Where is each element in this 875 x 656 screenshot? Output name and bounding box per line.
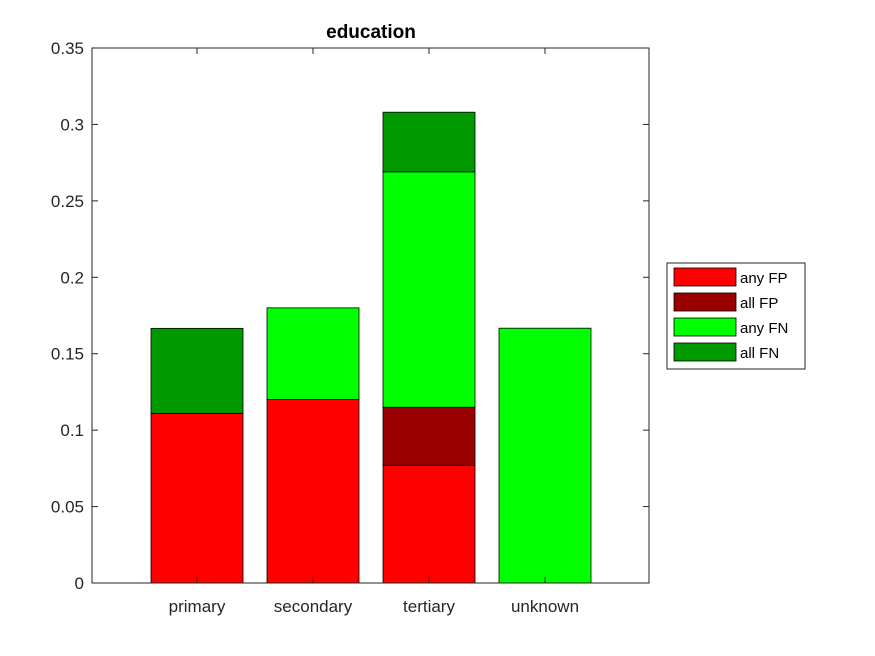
legend: any FP all FP any FN all FN (666, 262, 806, 370)
axes-group: 0 0.05 0.1 0.15 0.2 0.25 0.3 0.35 primary seconda… (51, 39, 650, 616)
bar-tertiary-all-fp (382, 406, 476, 466)
y-tick-label: 0.25 (51, 192, 84, 211)
bar-primary-all-fn (150, 327, 244, 414)
y-tick-label: 0.15 (51, 345, 84, 364)
legend-label: all FP (740, 295, 778, 312)
chart-title: education (326, 22, 416, 43)
y-tick-label: 0.05 (51, 498, 84, 517)
y-tick-label: 0.1 (60, 421, 84, 440)
y-tick-label: 0.35 (51, 39, 84, 58)
y-tick-label: 0.2 (60, 268, 84, 287)
legend-label: any FP (740, 270, 788, 287)
bar-primary-any-fp (150, 412, 244, 584)
legend-swatch (673, 292, 737, 312)
bar-tertiary-all-fn (382, 111, 476, 173)
x-tick-label: tertiary (403, 597, 455, 616)
legend-swatch (673, 267, 737, 287)
bars-group (150, 111, 592, 584)
legend-label: any FN (740, 320, 788, 337)
x-tick-label: primary (169, 597, 226, 616)
bar-secondary-any-fp (266, 399, 360, 584)
legend-swatch (673, 317, 737, 337)
legend-label: all FN (740, 345, 779, 362)
bar-secondary-any-fn (266, 307, 360, 400)
y-tick-label: 0.3 (60, 115, 84, 134)
bar-tertiary-any-fn (382, 171, 476, 408)
y-tick-label: 0 (75, 574, 84, 593)
x-tick-label: secondary (274, 597, 353, 616)
axes-box (91, 47, 650, 584)
bar-unknown-any-fn (498, 327, 592, 584)
bar-tertiary-any-fp (382, 464, 476, 584)
legend-swatch (673, 342, 737, 362)
x-tick-label: unknown (511, 597, 579, 616)
